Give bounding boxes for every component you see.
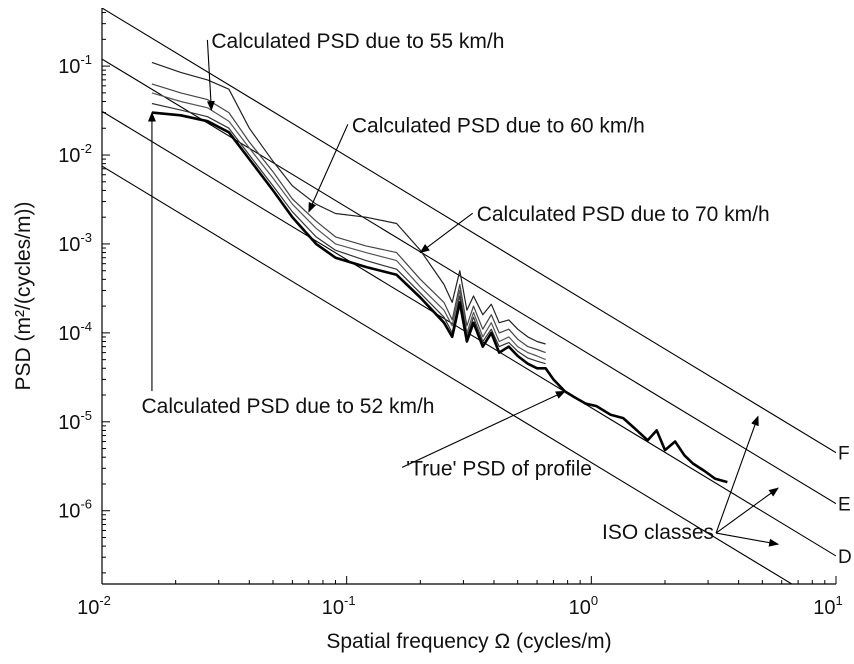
x-tick-label: 101 xyxy=(813,593,842,619)
x-tick-label: 10-2 xyxy=(77,593,111,619)
annotation-label: Calculated PSD due to 60 km/h xyxy=(352,114,645,137)
iso-class-label: E xyxy=(838,495,851,516)
y-tick-label: 10-5 xyxy=(58,408,92,434)
y-tick-label: 10-1 xyxy=(58,52,92,78)
y-tick-label-exponent: -3 xyxy=(80,230,92,245)
iso-classes-arrow xyxy=(715,487,779,534)
y-tick-label-base: 10 xyxy=(58,412,80,434)
y-tick-label-base: 10 xyxy=(58,56,80,78)
psd-series-line xyxy=(151,92,546,361)
y-tick-label: 10-6 xyxy=(58,497,92,523)
y-tick-label-base: 10 xyxy=(58,145,80,167)
annotation-label: Calculated PSD due to 52 km/h xyxy=(141,395,434,418)
y-tick-label-base: 10 xyxy=(58,501,80,523)
iso-classes-arrow xyxy=(715,532,780,547)
y-tick-label-exponent: -2 xyxy=(80,141,92,156)
x-axis-title: Spatial frequency Ω (cycles/m) xyxy=(326,630,611,653)
y-tick-label-exponent: -6 xyxy=(80,497,92,512)
annotation-arrow xyxy=(206,39,215,112)
iso-classes-label: ISO classes xyxy=(602,521,714,544)
iso-classes-arrow xyxy=(715,415,759,534)
y-tick-label-base: 10 xyxy=(58,323,80,345)
iso-class-label: F xyxy=(838,444,850,465)
y-tick-label: 10-3 xyxy=(58,230,92,256)
x-tick-label-exponent: -1 xyxy=(344,593,356,608)
y-tick-label-exponent: -5 xyxy=(80,408,92,423)
x-tick-label: 100 xyxy=(569,593,598,619)
x-tick-label: 10-1 xyxy=(322,593,356,619)
y-axis-title: PSD (m²/(cycles/m)) xyxy=(12,202,35,391)
y-tick-label: 10-2 xyxy=(58,141,92,167)
y-tick-label-base: 10 xyxy=(58,234,80,256)
annotation-arrow xyxy=(308,124,349,213)
x-tick-label-exponent: -2 xyxy=(99,593,111,608)
annotation-label: Calculated PSD due to 70 km/h xyxy=(477,203,770,226)
annotation-arrow xyxy=(401,390,566,468)
annotation-arrow xyxy=(419,212,474,254)
x-tick-label-base: 10 xyxy=(77,597,99,619)
annotation-label: Calculated PSD due to 55 km/h xyxy=(211,30,504,53)
psd-series-line xyxy=(151,102,546,365)
psd-series-line xyxy=(151,83,546,354)
annotation-label: 'True' PSD of profile xyxy=(406,457,592,480)
x-tick-label-base: 10 xyxy=(813,597,835,619)
plot-clip-group xyxy=(102,8,836,584)
iso-class-line xyxy=(102,165,793,584)
plot-area xyxy=(101,8,837,585)
iso-class-line xyxy=(102,58,836,505)
psd-series-line xyxy=(151,61,546,345)
x-tick-label-exponent: 1 xyxy=(836,593,843,608)
x-tick-label-base: 10 xyxy=(322,597,344,619)
iso-class-label: D xyxy=(838,547,852,568)
x-tick-label-exponent: 0 xyxy=(591,593,598,608)
psd-series-line xyxy=(151,111,728,484)
y-tick-label-exponent: -1 xyxy=(80,52,92,67)
y-tick-label-exponent: -4 xyxy=(80,319,92,334)
y-tick-label: 10-4 xyxy=(58,319,92,345)
chart-labels: 10-2 10-1 100 10110-110-210-310-410-510-6Sp… xyxy=(12,30,852,653)
iso-class-line xyxy=(102,8,836,454)
x-tick-label-base: 10 xyxy=(569,597,591,619)
